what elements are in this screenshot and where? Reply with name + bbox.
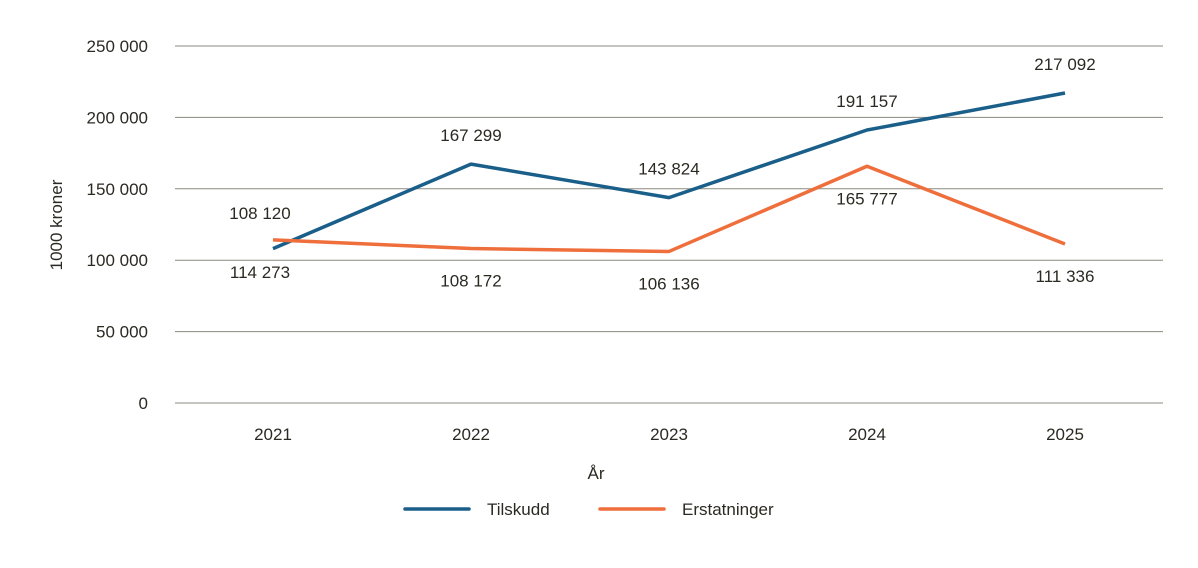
series-line-tilskudd: [272, 91, 1066, 251]
x-tick-label: 2025: [1046, 425, 1084, 444]
data-label: 111 336: [1036, 267, 1095, 286]
x-tick-label: 2024: [848, 425, 886, 444]
data-label: 143 824: [638, 160, 699, 179]
y-axis-label: 1000 kroner: [47, 179, 66, 270]
y-tick-label: 0: [139, 394, 148, 413]
data-label: 114 273: [230, 263, 290, 282]
x-tick-label: 2021: [254, 425, 292, 444]
x-axis-label: År: [588, 464, 605, 483]
y-tick-label: 200 000: [87, 108, 148, 127]
y-tick-label: 50 000: [96, 323, 148, 342]
data-label: 217 092: [1034, 55, 1095, 74]
x-tick-label: 2022: [452, 425, 490, 444]
data-label: 167 299: [440, 126, 501, 145]
data-label: 106 136: [638, 274, 699, 293]
data-label: 191 157: [836, 92, 897, 111]
data-label: 165 777: [836, 189, 897, 208]
y-tick-label: 250 000: [87, 37, 148, 56]
legend-label: Tilskudd: [487, 500, 550, 519]
data-label: 108 120: [229, 204, 290, 223]
data-label: 108 172: [440, 272, 501, 291]
legend-label: Erstatninger: [682, 500, 774, 519]
x-tick-label: 2023: [650, 425, 688, 444]
series-line-erstatninger: [272, 164, 1066, 254]
y-tick-label: 150 000: [87, 180, 148, 199]
y-tick-label: 100 000: [87, 251, 148, 270]
